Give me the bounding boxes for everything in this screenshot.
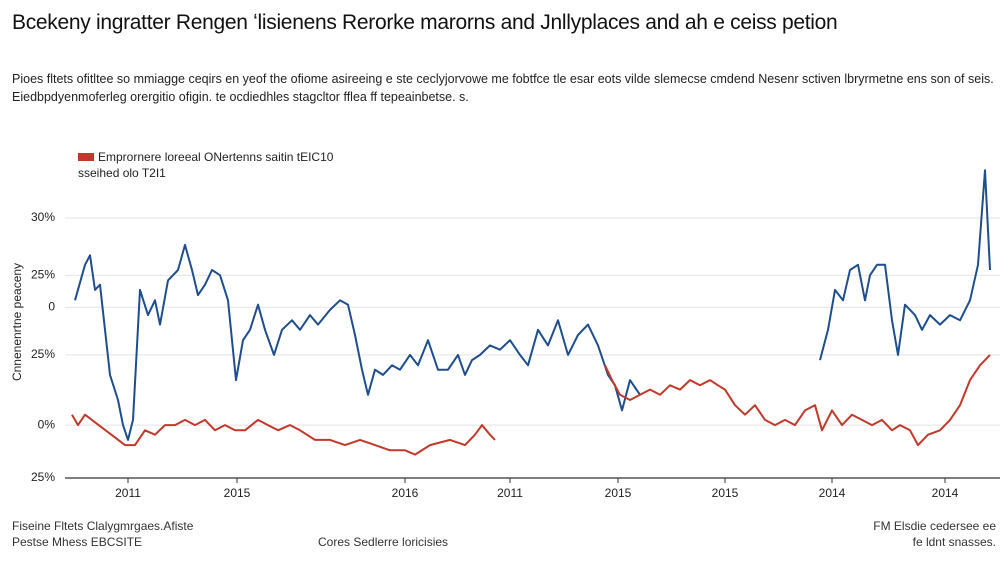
footer-line: fe ldnt snasses. [912, 535, 996, 549]
x-tick-label: 2014 [932, 486, 959, 500]
x-tick-label: 2011 [115, 486, 141, 500]
chart-subtitle: Pioes fltets ofitltee so mmiagge ceqirs … [12, 72, 994, 104]
y-tick-label: 0 [48, 299, 55, 313]
legend-swatch [78, 153, 94, 161]
legend-label: Emprornere loreeal ONertenns saitin tEIC… [98, 150, 334, 164]
footer-line: Pestse Mhess EBCSITE [12, 535, 143, 549]
chart-title: Bcekeny ingratter Rengen ʻlisienens Rero… [12, 11, 838, 34]
y-tick-label: 30% [31, 210, 55, 224]
footer-left: Fiseine Fltets Clalygmrgaes.Afiste Pests… [12, 518, 193, 550]
y-tick-label: 25% [31, 267, 55, 281]
x-tick-label: 2015 [605, 486, 632, 500]
y-tick-label: 0% [38, 417, 56, 431]
y-axis-label: Cnnenenrtne peaceny [10, 263, 24, 381]
x-tick-label: 2015 [224, 486, 251, 500]
footer-center: Cores Sedlerre loricisies [318, 535, 449, 549]
legend-note: sseihed olo T2I1 [78, 166, 166, 180]
y-tick-label: 25% [31, 347, 55, 361]
x-tick-label: 2016 [392, 486, 419, 500]
footer-right: FM Elsdie cedersee ee fe ldnt snasses. [873, 518, 996, 550]
x-tick-label: 2011 [497, 486, 523, 500]
series-line [74, 169, 991, 441]
footer-line: FM Elsdie cedersee ee [873, 519, 996, 533]
footer-line: Fiseine Fltets Clalygmrgaes.Afiste [12, 519, 194, 533]
y-tick-label: 25% [31, 470, 55, 484]
series-line [71, 354, 991, 456]
x-tick-label: 2014 [819, 486, 846, 500]
x-tick-label: 2015 [712, 486, 739, 500]
